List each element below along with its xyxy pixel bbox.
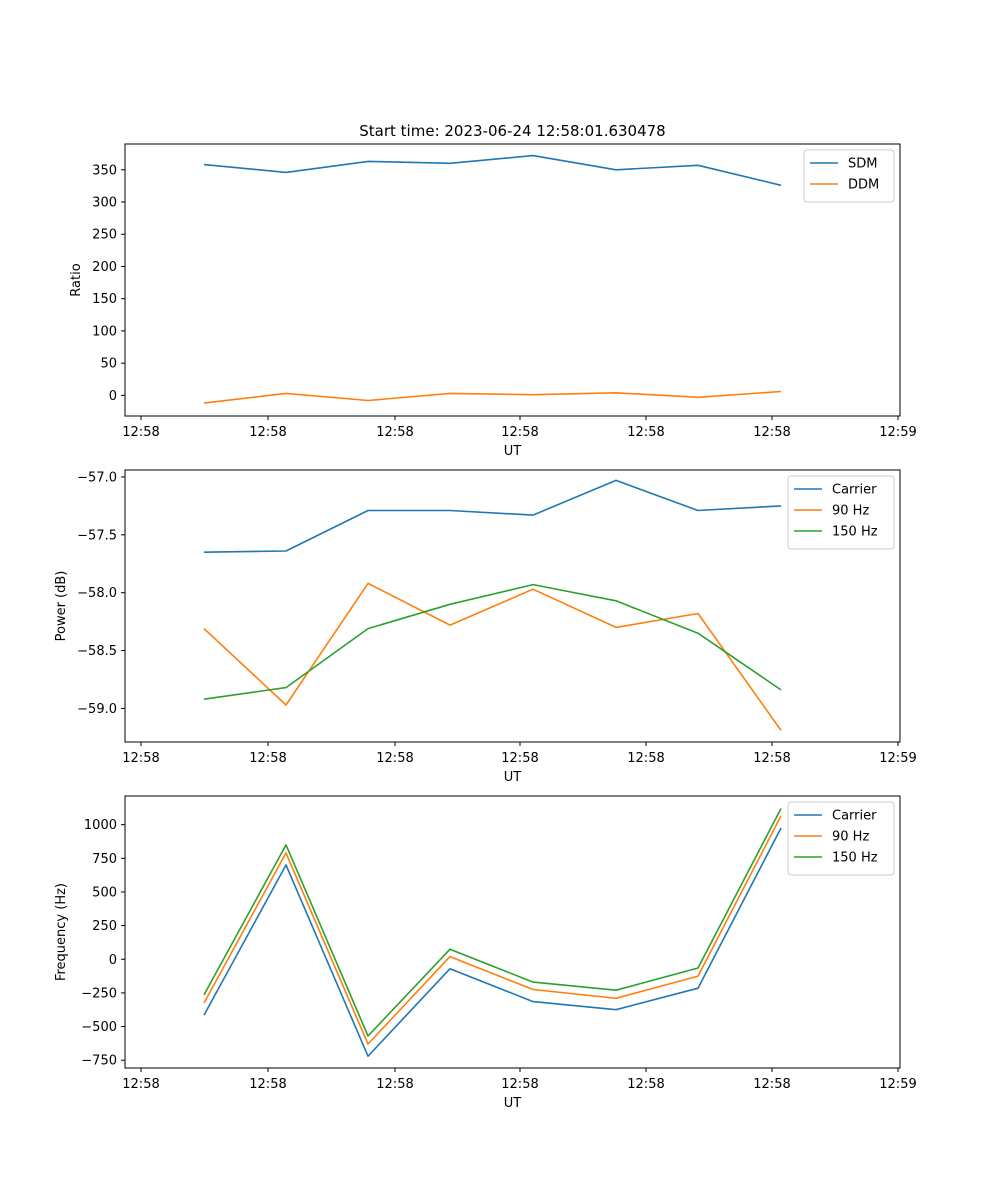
- y-tick-label: 0: [109, 389, 117, 404]
- x-tick-label: 12:58: [249, 1077, 286, 1092]
- y-tick-label: 100: [92, 324, 117, 339]
- legend-label: DDM: [848, 178, 879, 193]
- y-tick-label: −500: [81, 1020, 117, 1035]
- x-tick-label: 12:58: [501, 1077, 538, 1092]
- y-tick-label: 250: [92, 919, 117, 934]
- y-tick-label: 0: [109, 953, 117, 968]
- y-tick-label: 250: [92, 228, 117, 243]
- y-axis-label: Power (dB): [54, 571, 69, 642]
- legend: SDM DDM: [803, 149, 895, 203]
- x-tick-label: 12:58: [249, 751, 286, 766]
- y-axis-label: Ratio: [69, 263, 84, 296]
- legend-label: 150 Hz: [832, 851, 878, 866]
- legend: Carrier 90 Hz 150 Hz: [787, 801, 895, 876]
- legend-label: 90 Hz: [832, 504, 869, 519]
- x-tick-label: 12:58: [122, 1077, 159, 1092]
- x-tick-label: 12:59: [879, 1077, 916, 1092]
- y-tick-label: 150: [92, 292, 117, 307]
- legend-label: Carrier: [832, 809, 877, 824]
- series-line-90-hz: [203, 582, 782, 731]
- y-tick-label: 50: [100, 357, 117, 372]
- series-line-150-hz: [203, 583, 782, 700]
- x-axis-label: UT: [504, 444, 522, 459]
- y-tick-label: −59.0: [77, 702, 117, 717]
- legend-label: SDM: [848, 157, 877, 172]
- x-axis-label: UT: [504, 1096, 522, 1111]
- legend-label: 150 Hz: [832, 525, 878, 540]
- series-line-carrier: [203, 479, 782, 553]
- y-tick-label: 300: [92, 196, 117, 211]
- y-tick-label: −58.5: [77, 644, 117, 659]
- x-tick-label: 12:58: [376, 1077, 413, 1092]
- y-tick-label: −58.0: [77, 586, 117, 601]
- x-tick-label: 12:58: [122, 425, 159, 440]
- series-line-ddm: [203, 390, 782, 404]
- x-tick-label: 12:58: [122, 751, 159, 766]
- x-axis-label: UT: [504, 770, 522, 785]
- y-tick-label: 200: [92, 260, 117, 275]
- x-tick-label: 12:58: [753, 1077, 790, 1092]
- legend-label: 90 Hz: [832, 830, 869, 845]
- subplot-1: Start time: 2023-06-24 12:58:01.630478 12…: [69, 122, 917, 459]
- series-line-sdm: [203, 154, 782, 187]
- x-tick-label: 12:58: [627, 1077, 664, 1092]
- axes-frame: [124, 795, 901, 1069]
- y-tick-label: 500: [92, 885, 117, 900]
- subplot-3: 12:58 12:58 12:58 12:58 12:58 12:58 12:59 UT 100…: [54, 795, 917, 1111]
- x-tick-label: 12:58: [753, 751, 790, 766]
- x-tick-label: 12:58: [501, 751, 538, 766]
- series-line-carrier: [203, 827, 782, 1057]
- y-tick-label: 350: [92, 163, 117, 178]
- y-tick-label: 750: [92, 852, 117, 867]
- x-tick-label: 12:58: [376, 751, 413, 766]
- x-tick-label: 12:58: [627, 751, 664, 766]
- y-axis-label: Frequency (Hz): [54, 883, 69, 981]
- axes-frame: [124, 469, 901, 743]
- y-tick-label: 1000: [84, 818, 117, 833]
- legend-label: Carrier: [832, 483, 877, 498]
- legend: Carrier 90 Hz 150 Hz: [787, 475, 895, 550]
- x-tick-label: 12:58: [376, 425, 413, 440]
- series-line-150-hz: [203, 808, 782, 1037]
- subplot-2: 12:58 12:58 12:58 12:58 12:58 12:58 12:59 UT −57…: [54, 469, 917, 785]
- chart-title: Start time: 2023-06-24 12:58:01.630478: [359, 122, 665, 140]
- x-tick-label: 12:58: [249, 425, 286, 440]
- x-tick-label: 12:58: [753, 425, 790, 440]
- y-tick-label: −750: [81, 1054, 117, 1069]
- y-tick-label: −57.5: [77, 528, 117, 543]
- x-tick-label: 12:59: [879, 425, 916, 440]
- y-tick-label: −250: [81, 986, 117, 1001]
- y-tick-label: −57.0: [77, 470, 117, 485]
- x-tick-label: 12:58: [501, 425, 538, 440]
- x-tick-label: 12:58: [627, 425, 664, 440]
- x-tick-label: 12:59: [879, 751, 916, 766]
- series-line-90-hz: [203, 815, 782, 1045]
- axes-frame: [124, 143, 901, 417]
